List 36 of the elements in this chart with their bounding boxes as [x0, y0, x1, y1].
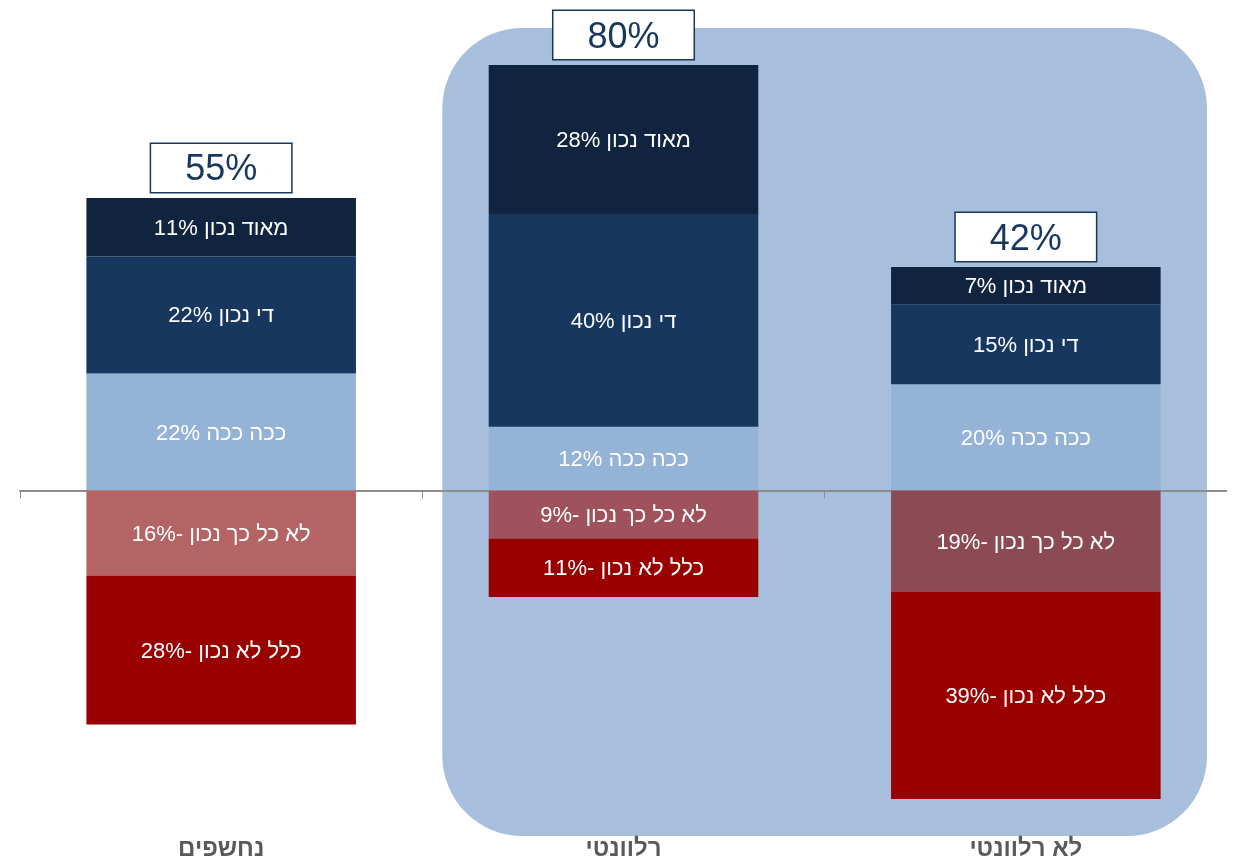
bar: [86, 373, 356, 491]
bar: [891, 591, 1161, 799]
data-label: ככה ככה 12%: [558, 446, 689, 472]
data-label: די נכון 22%: [168, 302, 275, 328]
data-label: לא כל כך נכון -16%: [131, 520, 311, 546]
x-tick-label: נחשפים: [178, 833, 265, 861]
data-label: כלל לא נכון -39%: [945, 682, 1107, 708]
bar: [488, 426, 759, 491]
x-tick-label: לא רלוונטי: [969, 833, 1083, 861]
data-label: מאוד נכון 11%: [153, 214, 289, 240]
bar: [488, 213, 759, 427]
data-label: כלל לא נכון -11%: [543, 555, 704, 581]
data-label: מאוד נכון 7%: [964, 273, 1088, 299]
bar: [488, 65, 759, 214]
bar: [488, 490, 759, 539]
bar: [891, 490, 1161, 592]
annotation: 42%: [989, 216, 1062, 258]
data-label: כלל לא נכון -28%: [140, 637, 302, 663]
data-label: ככה ככה 20%: [960, 424, 1092, 450]
data-label: די נכון 40%: [570, 307, 677, 333]
bar: [86, 490, 356, 576]
data-label: מאוד נכון 28%: [556, 126, 691, 152]
annotation: 80%: [587, 14, 660, 56]
data-label: די נכון 15%: [972, 331, 1079, 357]
x-tick-label: רלוונטי: [585, 833, 662, 861]
bar: [891, 384, 1161, 491]
data-label: לא כל כך נכון -19%: [936, 528, 1116, 554]
data-label: לא כל כך נכון -9%: [540, 501, 707, 527]
bar: [891, 267, 1161, 305]
bar: [86, 575, 356, 725]
bar: [86, 256, 356, 374]
bar: [488, 538, 759, 597]
bar: [891, 304, 1161, 385]
bar: [86, 197, 356, 257]
data-label: ככה ככה 22%: [155, 419, 287, 445]
annotation: 55%: [185, 147, 258, 189]
